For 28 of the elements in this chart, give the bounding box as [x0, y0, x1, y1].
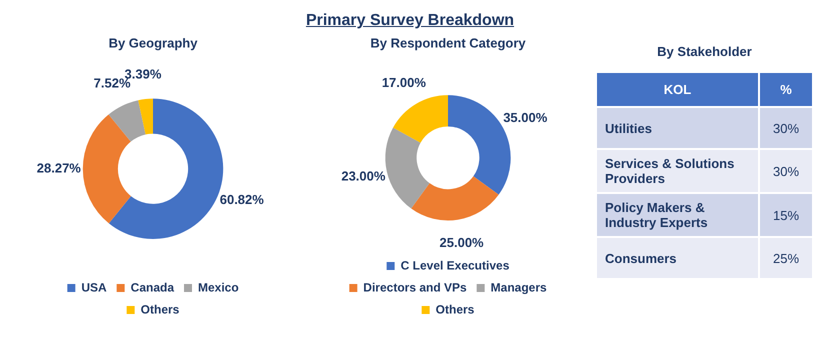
data-label: 25.00% — [439, 235, 484, 250]
category-label: Utilities — [604, 120, 653, 138]
data-label: 60.82% — [220, 192, 264, 207]
legend-label: Managers — [490, 280, 547, 294]
data-label: 25% — [759, 237, 812, 278]
data-label: 30% — [759, 149, 812, 193]
category-label: Policy Makers & Industry Experts — [604, 199, 709, 232]
data-label: 23.00% — [340, 168, 386, 184]
chart-title: By Respondent Category — [370, 35, 526, 50]
legend-label: C Level Executives — [400, 258, 510, 272]
text: KOL — [662, 81, 692, 99]
category-label: Consumers — [604, 250, 678, 268]
legend-label: Others — [140, 302, 180, 316]
legend-label: Others — [435, 302, 474, 316]
text: % — [759, 73, 812, 107]
legend-label: Mexico — [198, 280, 239, 294]
category-label: Services & Solutions Providers — [604, 155, 736, 188]
data-label: 17.00% — [381, 74, 426, 90]
legend-label: USA — [81, 280, 107, 294]
chart-title: By Geography — [108, 35, 198, 50]
legend-label: Directors and VPs — [362, 280, 466, 294]
data-label: 28.27% — [36, 160, 82, 176]
data-label: 15% — [759, 193, 812, 237]
data-label: 35.00% — [502, 110, 548, 126]
data-label: 30% — [759, 107, 812, 149]
text: Primary Survey Breakdown — [306, 12, 514, 29]
legend-label: Canada — [130, 280, 174, 294]
text: By Stakeholder — [656, 44, 753, 59]
